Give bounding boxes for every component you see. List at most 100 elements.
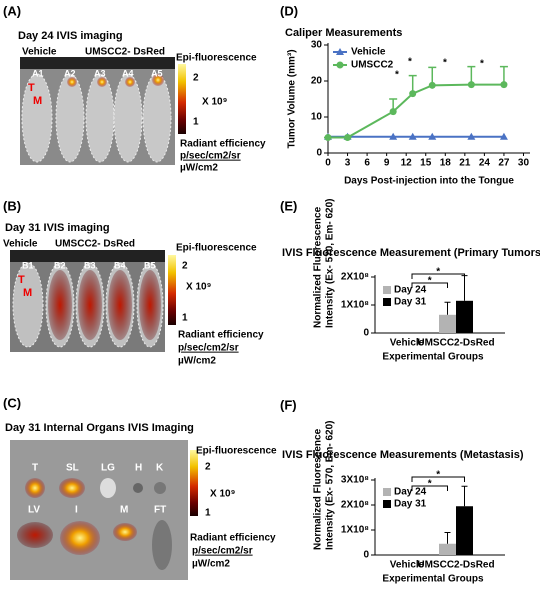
mouse (12, 262, 44, 348)
legend-swatch (383, 286, 391, 294)
mouse (21, 73, 53, 163)
x-tick-label: 27 (498, 158, 510, 169)
marker (428, 132, 437, 140)
x-tick-label: 18 (440, 158, 452, 169)
marker-label: T (28, 82, 35, 94)
bar (456, 300, 473, 333)
legend-swatch (383, 298, 391, 306)
colorbar-tick: 2 (182, 261, 188, 272)
y-axis-label: Intensity (Ex- 570, Em- 620) (325, 199, 336, 329)
error-bar (461, 275, 468, 301)
error-bar (444, 532, 451, 544)
panel-label: (A) (3, 3, 21, 18)
organ (25, 478, 45, 498)
marker (428, 81, 436, 89)
panel-label: (D) (280, 3, 298, 18)
x-tick-label: Vehicle (390, 338, 425, 349)
colorbar-title: Epi-fluorescence (176, 53, 257, 64)
mouse-label: A1 (32, 68, 44, 78)
x-tick-label: 0 (325, 158, 331, 169)
x-tick-label: Vehicle (390, 560, 425, 571)
x-tick-label: 6 (364, 158, 370, 169)
y-tick-label: 2X10⁸ (341, 272, 369, 283)
colorbar-unit: µW/cm2 (180, 163, 218, 174)
panel-c: (C) Day 31 Internal Organs IVIS Imaging … (3, 395, 277, 580)
bar (439, 314, 456, 333)
annotation: * (436, 267, 440, 278)
y-tick-label: 30 (311, 40, 323, 51)
y-tick-label: 1X10⁸ (341, 525, 369, 536)
colorbar-tick: 1 (205, 508, 211, 519)
organ (154, 482, 166, 494)
colorbar (178, 64, 186, 134)
panel-a: (A) Day 24 IVIS imaging Vehicle UMSCC2- … (3, 3, 266, 173)
annotation: * (443, 58, 447, 69)
colorbar-unit-title: Radiant efficiency (190, 533, 276, 544)
x-axis-label: Experimental Groups (382, 352, 484, 363)
y-tick-label: 20 (311, 76, 323, 87)
bar (439, 543, 456, 555)
colorbar (168, 255, 176, 325)
organ (100, 478, 116, 498)
y-tick-label: 0 (363, 550, 369, 561)
legend-label: Day 31 (394, 499, 427, 510)
annotation: * (408, 57, 412, 68)
legend-label: Day 24 (394, 285, 427, 296)
x-axis-label: Days Post-injection into the Tongue (344, 176, 514, 187)
marker (467, 81, 475, 89)
colorbar-tick: 1 (193, 117, 199, 128)
colorbar-unit-title: Radiant efficiency (180, 139, 266, 150)
signal (67, 77, 77, 87)
marker (467, 132, 476, 140)
marker (499, 132, 508, 140)
bracket (411, 476, 465, 482)
mouse-label: A5 (151, 68, 163, 78)
chart-title: Caliper Measurements (285, 27, 402, 39)
legend-label: Day 24 (394, 487, 427, 498)
marker (409, 90, 417, 98)
colorbar (190, 450, 198, 516)
x-tick-label: 3 (345, 158, 351, 169)
colorbar-unit: p/sec/cm2/sr (180, 151, 241, 162)
chart-title: IVIS Fluorescence Measurement (Primary T… (282, 247, 540, 259)
x-tick-label: 24 (479, 158, 491, 169)
annotation: * (480, 59, 484, 70)
colorbar-scale: X 10⁹ (210, 489, 236, 500)
mouse-label: B3 (84, 260, 96, 270)
marker-label: T (18, 274, 25, 286)
annotation: * (428, 276, 432, 287)
y-axis-label: Tumor Volume (mm³) (287, 49, 298, 148)
marker-label: M (33, 95, 42, 107)
organ (59, 478, 85, 498)
colorbar-tick: 2 (193, 73, 199, 84)
bracket (411, 485, 448, 491)
organ-label: M (120, 505, 128, 516)
y-tick-label: 10 (311, 112, 323, 123)
colorbar-unit: µW/cm2 (192, 559, 230, 570)
bar (456, 506, 473, 555)
colorbar-unit: p/sec/cm2/sr (178, 343, 239, 354)
y-axis-label: Normalized Fluorescence (313, 428, 324, 550)
signal (97, 77, 107, 87)
colorbar-unit-title: Radiant efficiency (178, 330, 264, 341)
group-label: Vehicle (22, 47, 57, 58)
annotation: * (428, 479, 432, 490)
mouse (55, 73, 85, 163)
group-label: UMSCC2- DsRed (85, 47, 165, 58)
organ (133, 483, 143, 493)
image-band (10, 250, 165, 262)
legend-marker (336, 61, 344, 69)
y-tick-label: 2X10⁸ (341, 500, 369, 511)
mouse-label: B2 (54, 260, 66, 270)
signal (48, 270, 72, 340)
marker (344, 134, 352, 142)
organ-label: K (156, 463, 164, 474)
legend-label: Vehicle (351, 47, 386, 58)
legend-swatch (383, 488, 391, 496)
x-tick-label: UMSCC2-DsRed (417, 560, 494, 571)
bracket (411, 282, 448, 288)
colorbar-unit: µW/cm2 (178, 356, 216, 367)
organ-label: T (32, 463, 38, 474)
x-axis-label: Experimental Groups (382, 574, 484, 585)
